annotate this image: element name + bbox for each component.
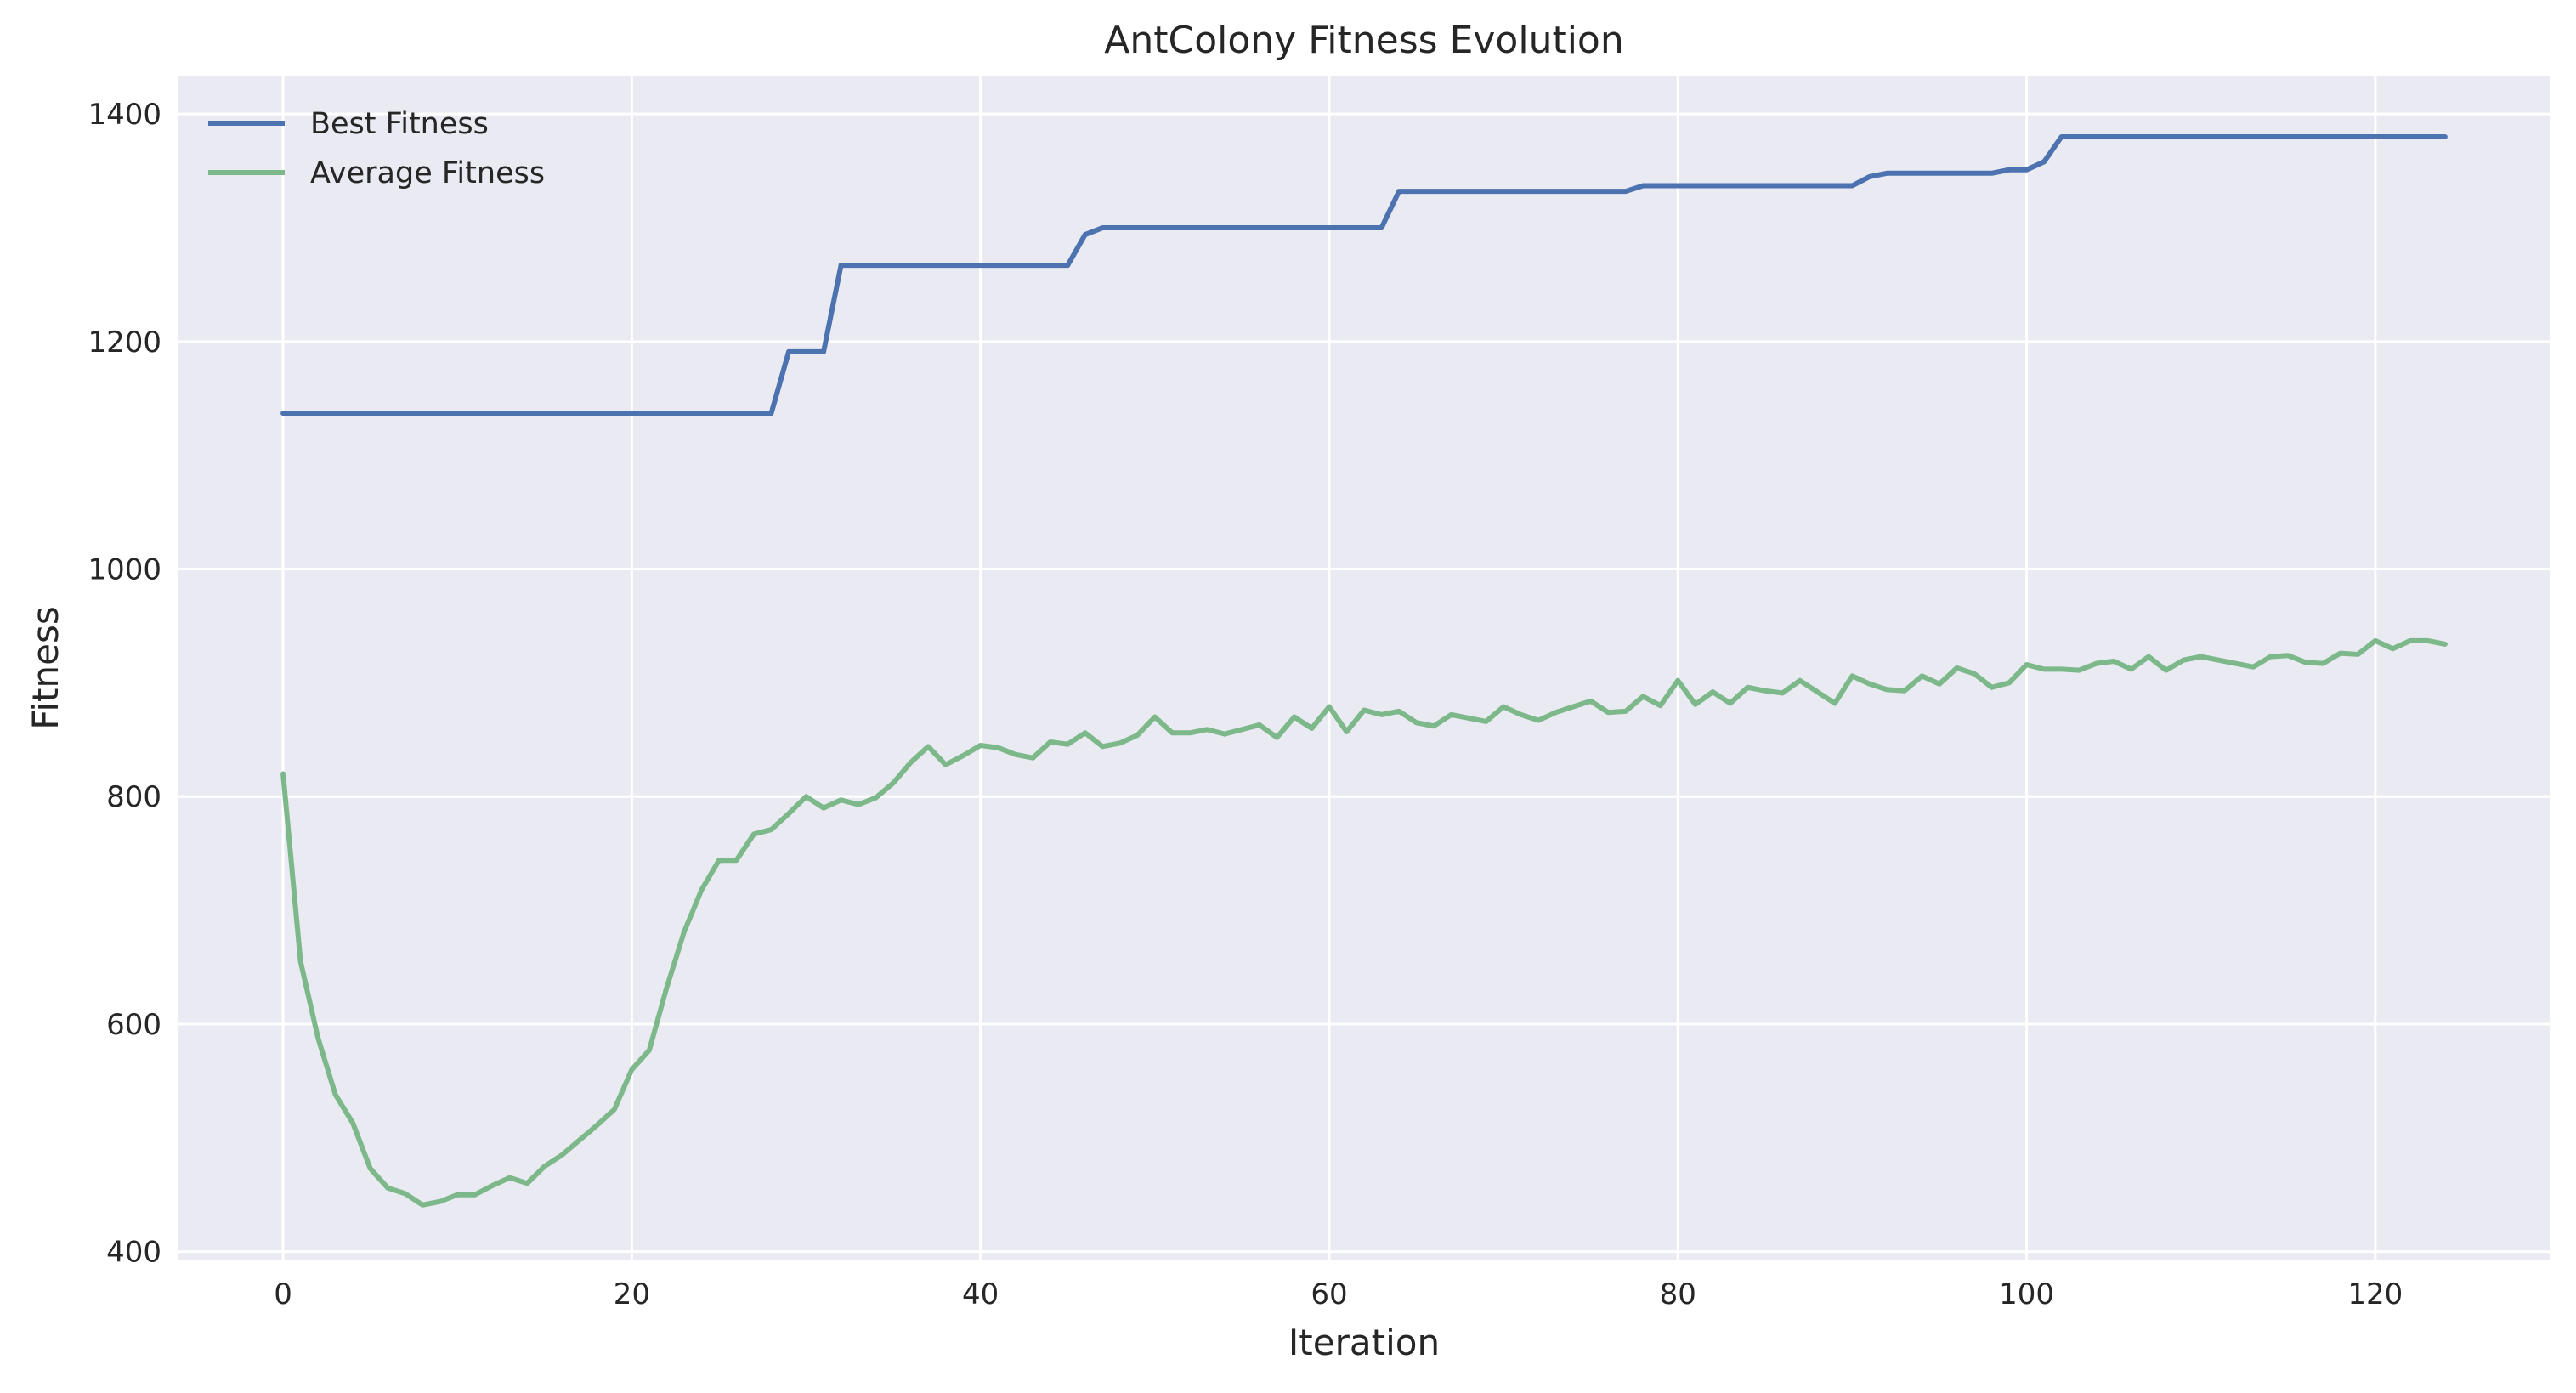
- y-tick-label: 600: [106, 1008, 161, 1042]
- legend-label-best-fitness: Best Fitness: [310, 107, 489, 141]
- x-tick-label: 60: [1311, 1277, 1347, 1311]
- x-tick-label: 40: [962, 1277, 999, 1311]
- legend-label-average-fitness: Average Fitness: [310, 156, 545, 190]
- plot-area: [178, 76, 2550, 1260]
- series-layer: [280, 133, 2448, 1208]
- y-axis-label: Fitness: [25, 606, 66, 729]
- y-tick-label: 1000: [88, 553, 161, 587]
- y-tick-label: 1400: [88, 98, 161, 132]
- grid: [178, 76, 2550, 1260]
- series-line-best-fitness: [280, 133, 2448, 416]
- legend: Best Fitness Average Fitness: [208, 107, 545, 190]
- series-line-average-fitness: [280, 637, 2448, 1208]
- x-tick-label: 80: [1660, 1277, 1696, 1311]
- chart-title: AntColony Fitness Evolution: [1104, 19, 1623, 62]
- x-axis-label: Iteration: [1288, 1322, 1440, 1363]
- y-tick-label: 1200: [88, 326, 161, 360]
- tick-labels: 0 20 40 60 80 100 120 400 600 800 1000 1200 1400: [88, 98, 2403, 1311]
- x-tick-label: 100: [1999, 1277, 2054, 1311]
- x-tick-label: 20: [614, 1277, 650, 1311]
- x-tick-label: 120: [2347, 1277, 2403, 1311]
- y-tick-label: 800: [106, 780, 161, 814]
- y-tick-label: 400: [106, 1236, 161, 1270]
- x-tick-label: 0: [274, 1277, 292, 1311]
